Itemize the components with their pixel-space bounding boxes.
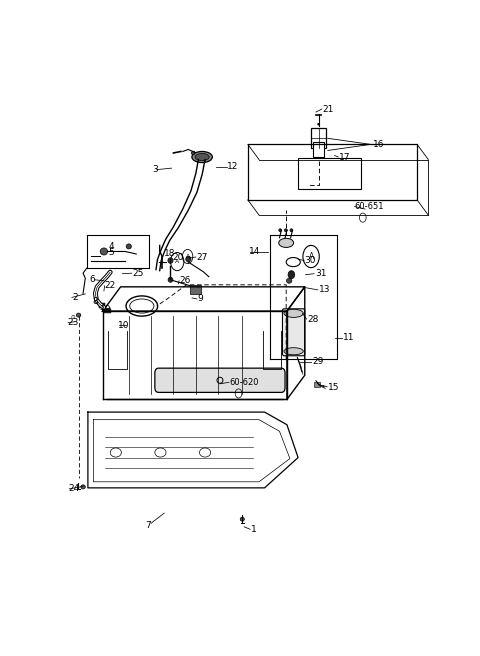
- Ellipse shape: [81, 485, 85, 489]
- Text: 15: 15: [328, 383, 339, 392]
- Ellipse shape: [287, 278, 292, 283]
- Text: 18: 18: [164, 249, 176, 258]
- Ellipse shape: [317, 123, 320, 125]
- Ellipse shape: [168, 277, 173, 282]
- Ellipse shape: [192, 151, 195, 155]
- Text: 22: 22: [104, 281, 115, 291]
- Bar: [314, 382, 321, 387]
- Ellipse shape: [76, 313, 81, 317]
- Text: 25: 25: [132, 269, 144, 277]
- Text: 4: 4: [108, 242, 114, 251]
- Text: 3: 3: [152, 165, 158, 174]
- Text: 24: 24: [68, 484, 79, 493]
- Text: 21: 21: [323, 104, 334, 113]
- Text: ⊙: ⊙: [71, 315, 75, 319]
- Text: 19: 19: [100, 305, 112, 314]
- Ellipse shape: [100, 248, 108, 255]
- Text: 17: 17: [339, 152, 350, 161]
- Text: 20: 20: [173, 253, 184, 262]
- Text: 10: 10: [118, 321, 129, 330]
- Text: 60-651: 60-651: [354, 202, 384, 211]
- Text: 11: 11: [343, 333, 354, 342]
- Ellipse shape: [279, 238, 294, 247]
- Text: A: A: [309, 252, 314, 261]
- Ellipse shape: [195, 154, 209, 161]
- Ellipse shape: [126, 244, 132, 249]
- Text: 13: 13: [319, 285, 330, 295]
- Ellipse shape: [284, 348, 303, 355]
- Text: 12: 12: [228, 162, 239, 171]
- Text: A: A: [185, 254, 190, 259]
- Text: 1: 1: [251, 525, 257, 534]
- Text: 16: 16: [372, 140, 384, 149]
- Text: 5: 5: [108, 249, 114, 258]
- Text: 7: 7: [145, 522, 151, 530]
- Text: 60-620: 60-620: [229, 378, 259, 387]
- Text: 8: 8: [93, 297, 98, 306]
- Ellipse shape: [240, 517, 244, 522]
- FancyBboxPatch shape: [155, 368, 285, 392]
- Text: 2: 2: [72, 293, 78, 302]
- Text: 29: 29: [312, 357, 324, 366]
- Ellipse shape: [279, 229, 282, 232]
- Ellipse shape: [290, 229, 293, 232]
- Text: 30: 30: [305, 256, 316, 265]
- Ellipse shape: [168, 258, 173, 263]
- Ellipse shape: [284, 229, 288, 232]
- Ellipse shape: [192, 152, 212, 163]
- Ellipse shape: [186, 256, 191, 262]
- Text: 26: 26: [180, 276, 191, 285]
- Text: 9: 9: [198, 295, 204, 304]
- Text: A: A: [175, 259, 180, 264]
- Text: 27: 27: [196, 253, 208, 262]
- Bar: [99, 303, 106, 308]
- Bar: [190, 285, 202, 294]
- FancyBboxPatch shape: [282, 309, 305, 356]
- Text: 31: 31: [315, 269, 326, 278]
- Bar: [298, 157, 361, 189]
- Text: 14: 14: [249, 247, 260, 256]
- Text: 28: 28: [307, 315, 319, 323]
- Text: 6: 6: [90, 276, 96, 284]
- Bar: [103, 308, 110, 313]
- Ellipse shape: [288, 271, 295, 279]
- Text: 23: 23: [67, 318, 79, 327]
- Ellipse shape: [284, 310, 303, 318]
